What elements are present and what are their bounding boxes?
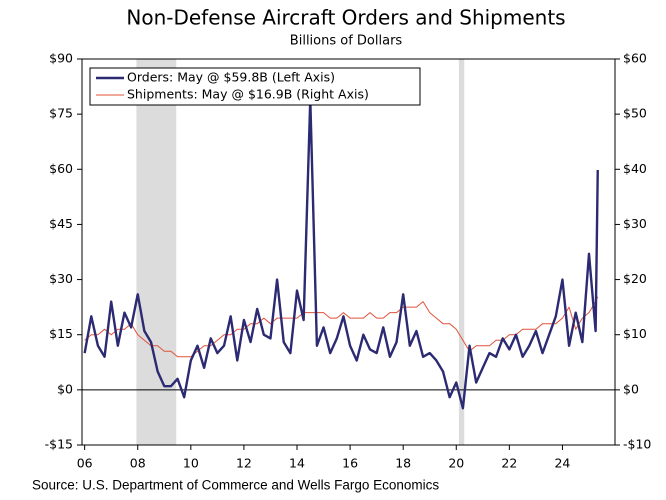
x-tick-label: 08 <box>130 456 146 471</box>
y2-tick-label: $0 <box>623 381 639 396</box>
x-tick-label: 22 <box>501 456 517 471</box>
y-tick-label: $90 <box>49 51 73 66</box>
y2-tick-label: $40 <box>623 161 647 176</box>
source-note: Source: U.S. Department of Commerce and … <box>32 478 439 493</box>
chart-subtitle: Billions of Dollars <box>290 34 403 49</box>
legend-label: Orders: May @ $59.8B (Left Axis) <box>127 70 335 85</box>
x-tick-label: 06 <box>77 456 93 471</box>
recession-shade <box>458 59 465 445</box>
x-tick-label: 14 <box>289 456 305 471</box>
x-tick-label: 24 <box>554 456 570 471</box>
y-tick-label: $45 <box>49 216 73 231</box>
y2-tick-label: $20 <box>623 271 647 286</box>
y2-tick-label: $30 <box>623 216 647 231</box>
x-tick-label: 20 <box>448 456 464 471</box>
y-tick-label: $0 <box>57 381 73 396</box>
x-tick-label: 18 <box>395 456 411 471</box>
series-line <box>83 98 599 410</box>
y2-tick-label: $10 <box>623 326 647 341</box>
plot-frame <box>81 58 616 446</box>
x-tick-label: 10 <box>183 456 199 471</box>
y-tick-label: -$15 <box>45 437 73 452</box>
recession-shade <box>136 59 177 445</box>
y2-tick-label: $50 <box>623 106 647 121</box>
x-tick-label: 12 <box>236 456 252 471</box>
y-tick-label: $75 <box>49 106 73 121</box>
y-tick-label: $60 <box>49 161 73 176</box>
y-tick-label: $30 <box>49 271 73 286</box>
legend-label: Shipments: May @ $16.9B (Right Axis) <box>127 87 369 102</box>
legend-box <box>89 67 421 106</box>
y2-tick-label: -$10 <box>623 437 651 452</box>
y-tick-label: $15 <box>49 326 73 341</box>
chart-title: Non-Defense Aircraft Orders and Shipment… <box>126 6 565 30</box>
x-tick-label: 16 <box>342 456 358 471</box>
y2-tick-label: $60 <box>623 51 647 66</box>
